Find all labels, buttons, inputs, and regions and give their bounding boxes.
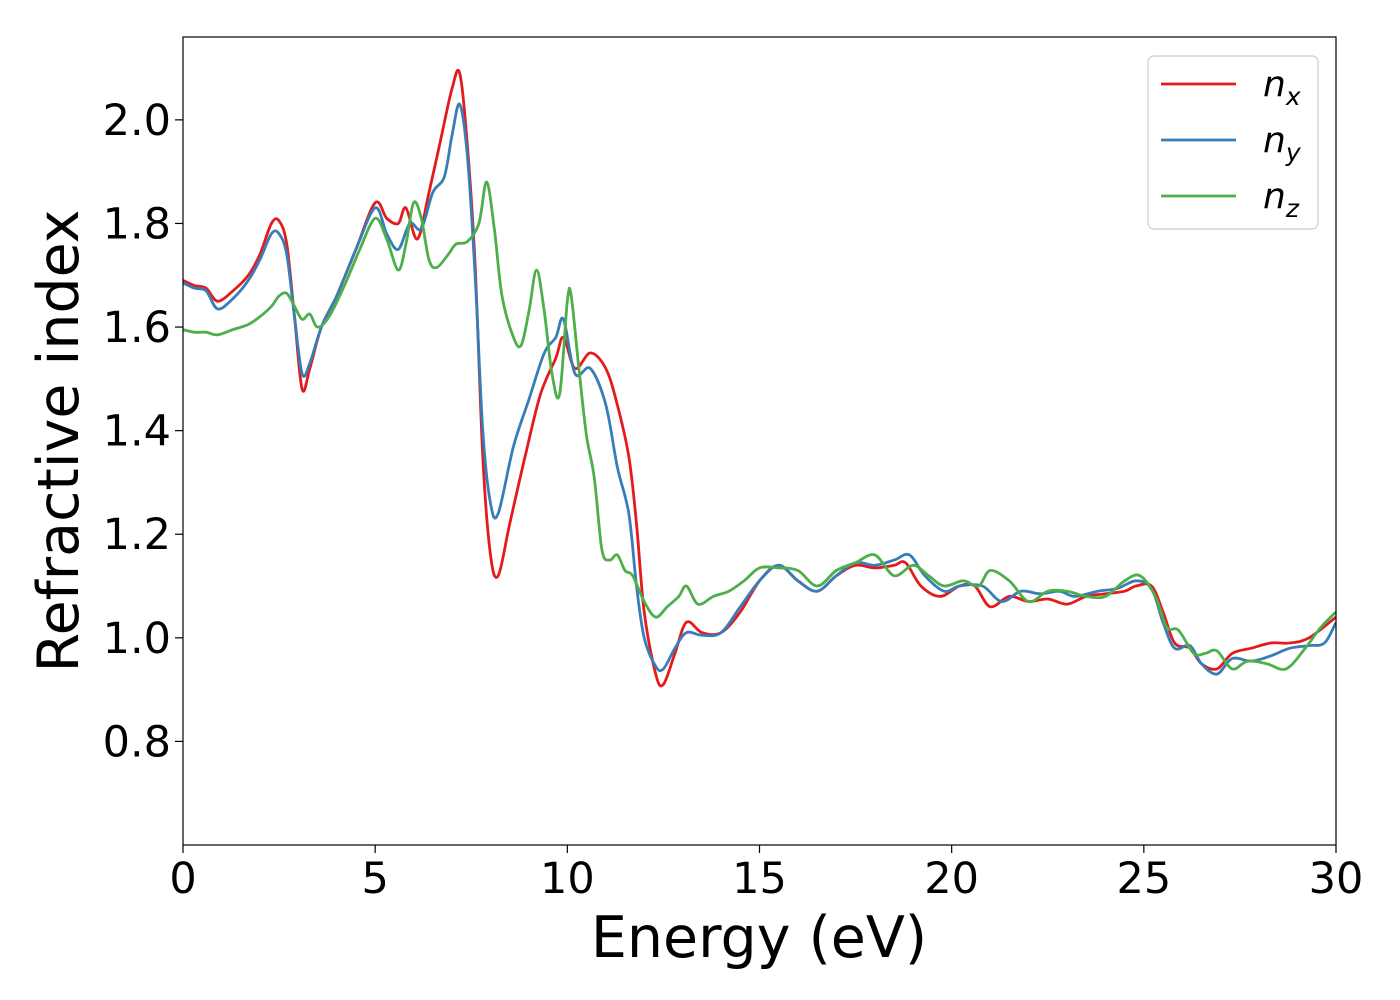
series-line-nz bbox=[183, 180, 1336, 671]
x-tick-label: 20 bbox=[924, 854, 979, 904]
x-tick-label: 15 bbox=[732, 854, 787, 904]
legend-label-ny: ny bbox=[1263, 120, 1302, 167]
y-tick-label: 1.0 bbox=[103, 614, 171, 664]
legend-label-subscript: y bbox=[1285, 138, 1302, 167]
y-axis-ticks: 0.8 1.0 1.2 1.4 1.6 1.8 2.0 bbox=[103, 96, 183, 767]
legend-label-nx: nx bbox=[1263, 64, 1301, 111]
legend-label-subscript: z bbox=[1285, 194, 1300, 223]
x-axis-ticks: 0 5 10 15 20 25 30 bbox=[169, 845, 1363, 904]
y-tick-label: 1.4 bbox=[103, 407, 171, 457]
x-tick-label: 30 bbox=[1309, 854, 1364, 904]
legend-label-main: n bbox=[1263, 120, 1286, 161]
legend-label-nz: nz bbox=[1263, 176, 1300, 223]
series-lines bbox=[183, 68, 1336, 688]
x-axis-title: Energy (eV) bbox=[591, 905, 927, 971]
x-tick-label: 25 bbox=[1116, 854, 1171, 904]
x-tick-label: 0 bbox=[169, 854, 196, 904]
legend-label-main: n bbox=[1263, 176, 1286, 217]
legend-box bbox=[1147, 55, 1319, 230]
series-line-ny bbox=[183, 102, 1336, 676]
y-axis-title: Refractive index bbox=[26, 210, 92, 673]
legend-label-main: n bbox=[1263, 64, 1286, 105]
y-tick-label: 1.6 bbox=[103, 303, 171, 353]
x-tick-label: 10 bbox=[540, 854, 595, 904]
legend-label-subscript: x bbox=[1285, 82, 1301, 111]
y-tick-label: 1.2 bbox=[103, 510, 171, 560]
y-tick-label: 1.8 bbox=[103, 199, 171, 249]
y-tick-label: 0.8 bbox=[103, 717, 171, 767]
y-tick-label: 2.0 bbox=[103, 96, 171, 146]
x-tick-label: 5 bbox=[361, 854, 388, 904]
